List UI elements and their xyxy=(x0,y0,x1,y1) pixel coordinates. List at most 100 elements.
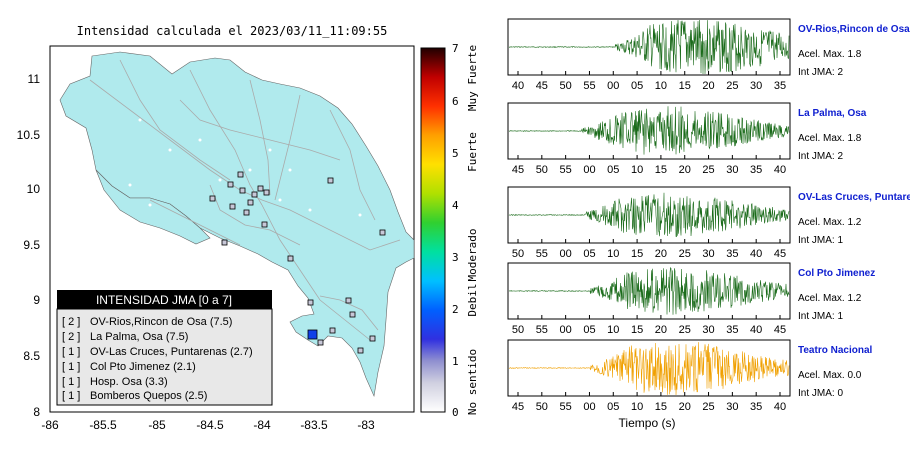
time-tick-label: 40 xyxy=(774,164,786,176)
legend-station: OV-Las Cruces, Puntarenas (2.7) xyxy=(90,346,253,358)
time-tick-label: 35 xyxy=(774,80,786,92)
time-tick-label: 50 xyxy=(512,248,524,260)
station-name: Col Pto Jimenez xyxy=(798,268,875,279)
time-tick-label: 40 xyxy=(750,324,762,336)
time-tick-label: 50 xyxy=(536,401,548,413)
lat-tick: 11 xyxy=(28,72,41,86)
lon-tick: -85.5 xyxy=(89,418,117,432)
time-tick-label: 25 xyxy=(726,80,738,92)
time-tick-label: 45 xyxy=(774,324,786,336)
station-accel: Acel. Max. 1.2 xyxy=(798,217,862,228)
time-tick-label: 40 xyxy=(750,248,762,260)
legend-level: [ 1 ] xyxy=(62,390,80,402)
legend-level: [ 2 ] xyxy=(62,316,80,328)
epicenter-marker xyxy=(307,329,318,340)
time-tick-label: 00 xyxy=(583,164,595,176)
time-tick-label: 00 xyxy=(583,401,595,413)
time-tick-label: 55 xyxy=(583,80,595,92)
time-tick-label: 55 xyxy=(536,248,548,260)
time-tick-label: 35 xyxy=(726,324,738,336)
time-tick-label: 45 xyxy=(536,80,548,92)
station-name: La Palma, Osa xyxy=(798,108,867,119)
station-jma: Int JMA: 1 xyxy=(798,235,843,246)
station-jma: Int JMA: 0 xyxy=(798,388,843,399)
colorbar-tick: 0 xyxy=(452,406,459,419)
nicoya-peninsula xyxy=(95,169,211,245)
time-tick-label: 20 xyxy=(655,324,667,336)
time-tick-label: 00 xyxy=(560,324,572,336)
time-tick-label: 20 xyxy=(679,164,691,176)
time-tick-label: 40 xyxy=(512,80,524,92)
time-tick-label: 20 xyxy=(702,80,714,92)
colorbar-tick: 2 xyxy=(452,303,459,316)
time-tick-label: 15 xyxy=(679,80,691,92)
time-tick-label: 55 xyxy=(560,401,572,413)
time-tick-label: 35 xyxy=(726,248,738,260)
legend-station: Col Pto Jimenez (2.1) xyxy=(90,361,196,373)
time-tick-label: 15 xyxy=(631,248,643,260)
time-tick-label: 05 xyxy=(607,401,619,413)
time-tick-label: 00 xyxy=(560,248,572,260)
time-tick-label: 00 xyxy=(607,80,619,92)
colorbar-category: No sentido xyxy=(466,349,479,415)
waveform-trace xyxy=(509,19,790,75)
time-tick-label: 50 xyxy=(536,164,548,176)
lat-tick: 10 xyxy=(27,182,41,196)
time-tick-label: 50 xyxy=(512,324,524,336)
time-tick-label: 35 xyxy=(750,401,762,413)
lon-tick: -83.5 xyxy=(300,418,328,432)
lat-tick: 10.5 xyxy=(17,128,41,142)
time-tick-label: 10 xyxy=(607,248,619,260)
station-accel: Acel. Max. 1.8 xyxy=(798,133,862,144)
lon-tick: -85 xyxy=(148,418,166,432)
legend-station: La Palma, Osa (7.5) xyxy=(90,331,188,343)
intensity-colorbar: 7 6 5 4 3 2 1 0 Muy Fuerte Fuerte Modera… xyxy=(420,42,479,419)
station-jma: Int JMA: 2 xyxy=(798,67,843,78)
time-tick-label: 25 xyxy=(679,324,691,336)
lon-tick: -83 xyxy=(357,418,375,432)
time-tick-label: 25 xyxy=(679,248,691,260)
time-tick-label: 05 xyxy=(583,248,595,260)
lon-tick: -84 xyxy=(253,418,271,432)
colorbar-tick: 7 xyxy=(452,42,459,55)
station-accel: Acel. Max. 1.2 xyxy=(798,293,862,304)
legend-level: [ 2 ] xyxy=(62,331,80,343)
station-jma: Int JMA: 1 xyxy=(798,311,843,322)
colorbar-tick: 5 xyxy=(452,147,459,160)
lon-axis: -86 -85.5 -85 -84.5 -84 -83.5 -83 xyxy=(41,418,375,432)
lat-tick: 8.5 xyxy=(23,349,40,363)
station-name: Teatro Nacional xyxy=(798,345,872,356)
time-tick-label: 10 xyxy=(631,401,643,413)
lat-tick: 8 xyxy=(33,405,40,419)
time-tick-label: 45 xyxy=(512,401,524,413)
legend-level: [ 1 ] xyxy=(62,376,80,388)
time-tick-label: 25 xyxy=(702,164,714,176)
colorbar-tick: 3 xyxy=(452,251,459,264)
time-tick-label: 30 xyxy=(702,324,714,336)
colorbar-tick: 6 xyxy=(452,95,459,108)
lat-tick: 9 xyxy=(33,293,40,307)
time-tick-label: 30 xyxy=(726,164,738,176)
time-tick-label: 15 xyxy=(631,324,643,336)
legend-station: Bomberos Quepos (2.5) xyxy=(90,390,207,402)
station-accel: Acel. Max. 0.0 xyxy=(798,370,862,381)
station-jma: Int JMA: 2 xyxy=(798,151,843,162)
time-tick-label: 45 xyxy=(774,248,786,260)
time-tick-label: 25 xyxy=(702,401,714,413)
time-tick-label: 10 xyxy=(631,164,643,176)
legend-title: INTENSIDAD JMA [0 a 7] xyxy=(96,293,232,307)
time-tick-label: 05 xyxy=(583,324,595,336)
colorbar-category: Debil xyxy=(466,283,479,316)
map-title: Intensidad calculada el 2023/03/11_11:09… xyxy=(77,24,388,38)
time-tick-label: 05 xyxy=(607,164,619,176)
time-tick-label: 20 xyxy=(679,401,691,413)
station-markers xyxy=(209,171,386,354)
time-tick-label: 15 xyxy=(655,401,667,413)
colorbar-tick: 4 xyxy=(452,199,459,212)
waveform-trace xyxy=(508,106,790,155)
time-tick-label: 35 xyxy=(750,164,762,176)
waveform-trace xyxy=(508,342,790,396)
time-tick-label: 30 xyxy=(702,248,714,260)
legend-level: [ 1 ] xyxy=(62,361,80,373)
legend-level: [ 1 ] xyxy=(62,346,80,358)
